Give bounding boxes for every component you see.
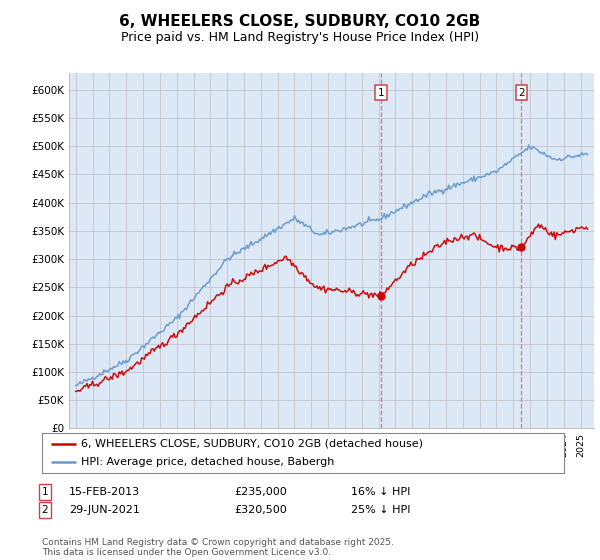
- Text: 1: 1: [377, 87, 384, 97]
- Text: Contains HM Land Registry data © Crown copyright and database right 2025.
This d: Contains HM Land Registry data © Crown c…: [42, 538, 394, 557]
- Text: 1: 1: [41, 487, 49, 497]
- Text: 2: 2: [518, 87, 525, 97]
- Text: HPI: Average price, detached house, Babergh: HPI: Average price, detached house, Babe…: [81, 458, 335, 467]
- Text: 2: 2: [41, 505, 49, 515]
- Text: 6, WHEELERS CLOSE, SUDBURY, CO10 2GB (detached house): 6, WHEELERS CLOSE, SUDBURY, CO10 2GB (de…: [81, 439, 423, 449]
- Text: 15-FEB-2013: 15-FEB-2013: [69, 487, 140, 497]
- Text: £235,000: £235,000: [234, 487, 287, 497]
- Text: 29-JUN-2021: 29-JUN-2021: [69, 505, 140, 515]
- Text: Price paid vs. HM Land Registry's House Price Index (HPI): Price paid vs. HM Land Registry's House …: [121, 31, 479, 44]
- Text: 6, WHEELERS CLOSE, SUDBURY, CO10 2GB: 6, WHEELERS CLOSE, SUDBURY, CO10 2GB: [119, 14, 481, 29]
- Text: £320,500: £320,500: [234, 505, 287, 515]
- Text: 16% ↓ HPI: 16% ↓ HPI: [351, 487, 410, 497]
- Text: 25% ↓ HPI: 25% ↓ HPI: [351, 505, 410, 515]
